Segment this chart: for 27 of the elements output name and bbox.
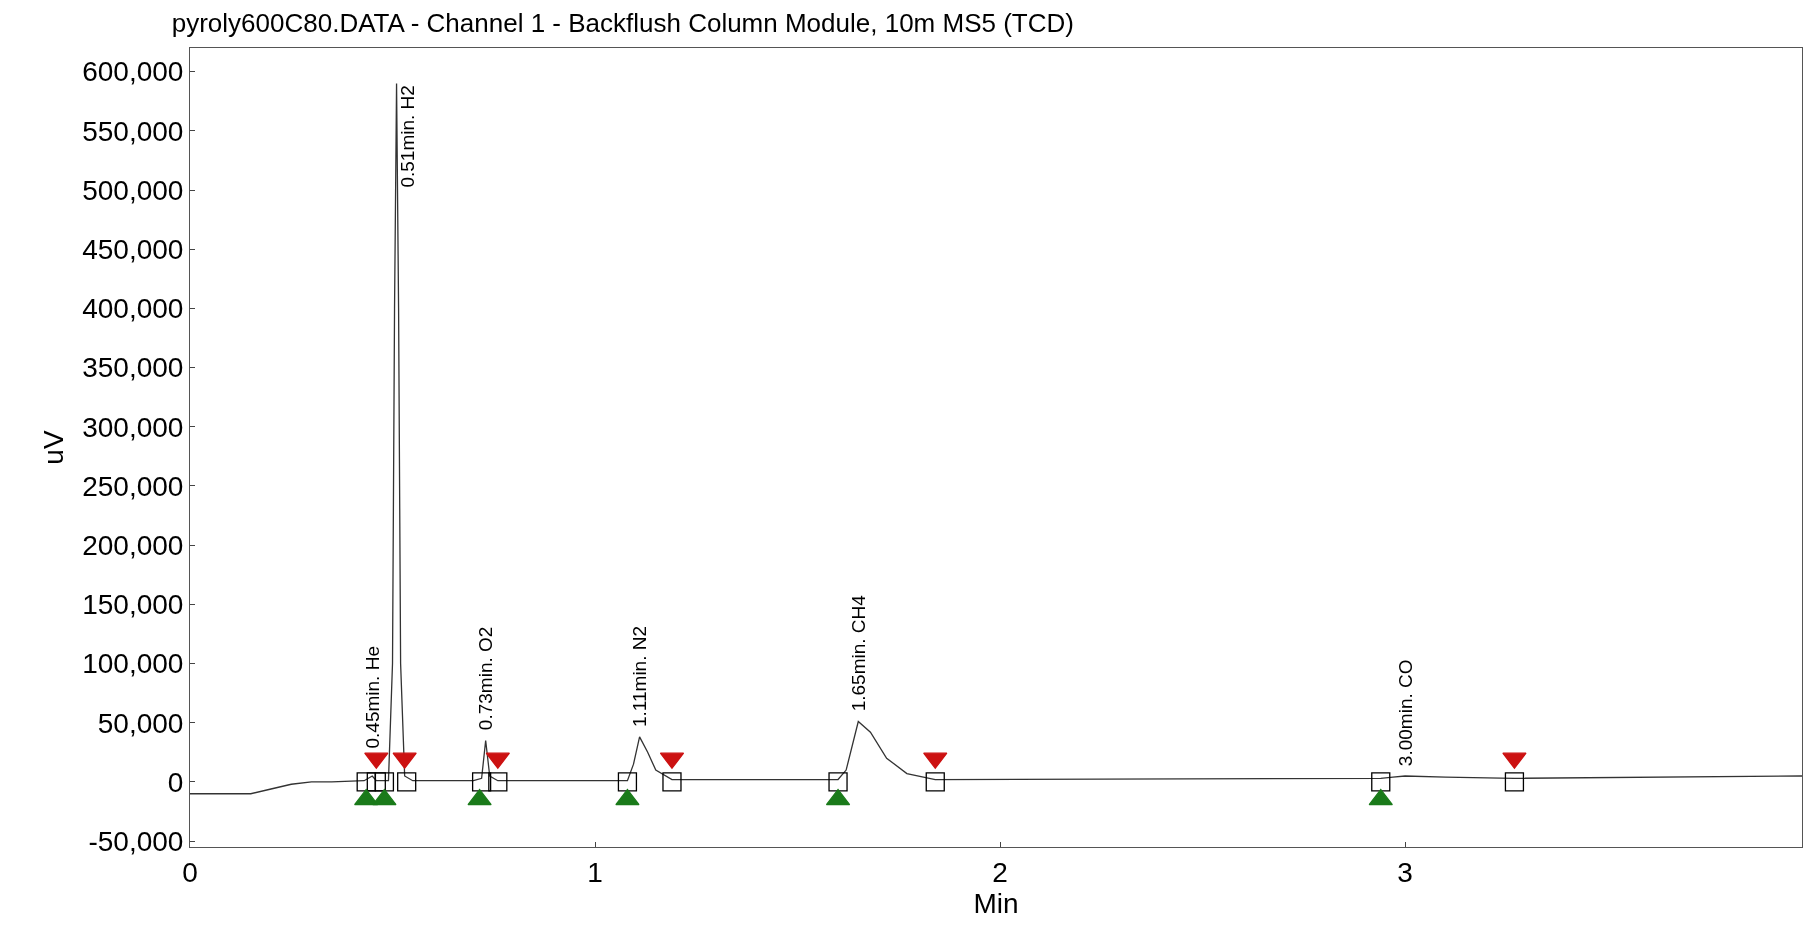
x-tick-label: 1 xyxy=(587,856,603,888)
annotation: 0.51min. H2 xyxy=(396,85,418,188)
y-tick-label: 600,000 xyxy=(82,56,184,88)
chart-title: pyroly600C80.DATA - Channel 1 - Backflush Column Module, 10m MS5 (TCD) xyxy=(171,8,1074,39)
annotation: 3.00min. CO xyxy=(1395,659,1417,767)
annotation: 0.45min. He xyxy=(362,646,384,749)
y-tick-label: -50,000 xyxy=(88,825,184,857)
x-tick-label: 2 xyxy=(992,856,1008,888)
x-tick-label: 3 xyxy=(1397,856,1413,888)
y-tick-label: 300,000 xyxy=(82,411,184,443)
y-tick-label: 350,000 xyxy=(82,352,184,384)
y-tick-label: 200,000 xyxy=(82,529,184,561)
x-axis-title: Min xyxy=(973,887,1019,919)
annotation: 1.11min. N2 xyxy=(629,625,651,727)
y-tick-label: 450,000 xyxy=(82,234,184,266)
y-tick-label: 550,000 xyxy=(82,115,184,147)
line-series xyxy=(190,82,1802,795)
y-tick-label: 0 xyxy=(167,766,184,798)
y-tick-label: 50,000 xyxy=(97,707,184,739)
annotation: 0.73min. O2 xyxy=(475,626,497,731)
y-tick-label: 400,000 xyxy=(82,293,184,325)
y-tick-label: 250,000 xyxy=(82,470,184,502)
y-axis-title: uV xyxy=(37,430,69,465)
y-tick-label: 100,000 xyxy=(82,648,184,680)
annotation: 1.65min. CH4 xyxy=(848,594,870,712)
y-tick-label: 150,000 xyxy=(82,589,184,621)
y-tick-label: 500,000 xyxy=(82,174,184,206)
